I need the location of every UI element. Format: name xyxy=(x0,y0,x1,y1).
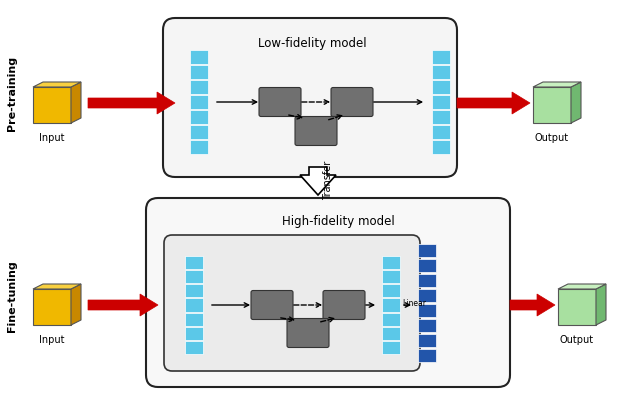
Bar xyxy=(382,341,400,354)
Bar xyxy=(185,270,203,283)
Bar xyxy=(185,341,203,354)
Bar xyxy=(432,65,450,79)
Bar xyxy=(382,327,400,340)
Bar xyxy=(190,95,208,109)
Polygon shape xyxy=(558,289,596,325)
Bar xyxy=(432,50,450,64)
Bar xyxy=(382,313,400,326)
Bar xyxy=(185,284,203,297)
Polygon shape xyxy=(88,92,175,114)
Polygon shape xyxy=(571,82,581,123)
Polygon shape xyxy=(510,294,555,316)
Text: Low-fidelity model: Low-fidelity model xyxy=(258,37,366,50)
Bar xyxy=(418,244,436,257)
Text: High-fidelity model: High-fidelity model xyxy=(282,215,394,228)
Bar xyxy=(418,349,436,362)
FancyBboxPatch shape xyxy=(295,116,337,145)
FancyBboxPatch shape xyxy=(146,198,510,387)
Bar xyxy=(382,255,400,269)
FancyBboxPatch shape xyxy=(163,18,457,177)
Bar xyxy=(190,65,208,79)
Polygon shape xyxy=(300,167,336,195)
Polygon shape xyxy=(33,87,71,123)
Bar xyxy=(190,50,208,64)
Bar xyxy=(185,298,203,312)
Bar xyxy=(382,270,400,283)
Bar xyxy=(418,334,436,347)
Bar xyxy=(185,255,203,269)
Polygon shape xyxy=(33,82,81,87)
Bar xyxy=(382,284,400,297)
Polygon shape xyxy=(33,284,81,289)
Bar xyxy=(418,304,436,318)
Polygon shape xyxy=(533,82,581,87)
Text: Output: Output xyxy=(535,133,569,143)
Bar xyxy=(418,259,436,272)
Polygon shape xyxy=(71,284,81,325)
Text: Fine-tuning: Fine-tuning xyxy=(7,260,17,332)
Text: Transfer: Transfer xyxy=(323,160,333,200)
Bar xyxy=(185,327,203,340)
Bar xyxy=(190,140,208,154)
FancyBboxPatch shape xyxy=(287,318,329,347)
Bar xyxy=(432,95,450,109)
Bar xyxy=(432,125,450,139)
Polygon shape xyxy=(457,92,530,114)
Bar xyxy=(418,288,436,302)
Polygon shape xyxy=(533,87,571,123)
Text: Pre-training: Pre-training xyxy=(7,55,17,130)
Polygon shape xyxy=(558,284,606,289)
FancyBboxPatch shape xyxy=(323,290,365,320)
Text: Input: Input xyxy=(39,335,65,345)
Bar xyxy=(190,80,208,94)
Bar xyxy=(190,110,208,124)
FancyBboxPatch shape xyxy=(175,30,445,165)
Bar xyxy=(418,319,436,332)
Bar xyxy=(382,298,400,312)
Bar xyxy=(432,140,450,154)
Bar xyxy=(432,110,450,124)
Bar xyxy=(190,125,208,139)
Text: Output: Output xyxy=(560,335,594,345)
Bar xyxy=(418,274,436,287)
Polygon shape xyxy=(88,294,158,316)
FancyBboxPatch shape xyxy=(251,290,293,320)
Polygon shape xyxy=(33,289,71,325)
FancyBboxPatch shape xyxy=(331,88,373,116)
Text: Linear: Linear xyxy=(402,299,426,309)
FancyBboxPatch shape xyxy=(164,235,420,371)
Polygon shape xyxy=(596,284,606,325)
Text: Input: Input xyxy=(39,133,65,143)
FancyBboxPatch shape xyxy=(259,88,301,116)
Bar xyxy=(432,80,450,94)
Bar xyxy=(185,313,203,326)
Polygon shape xyxy=(71,82,81,123)
